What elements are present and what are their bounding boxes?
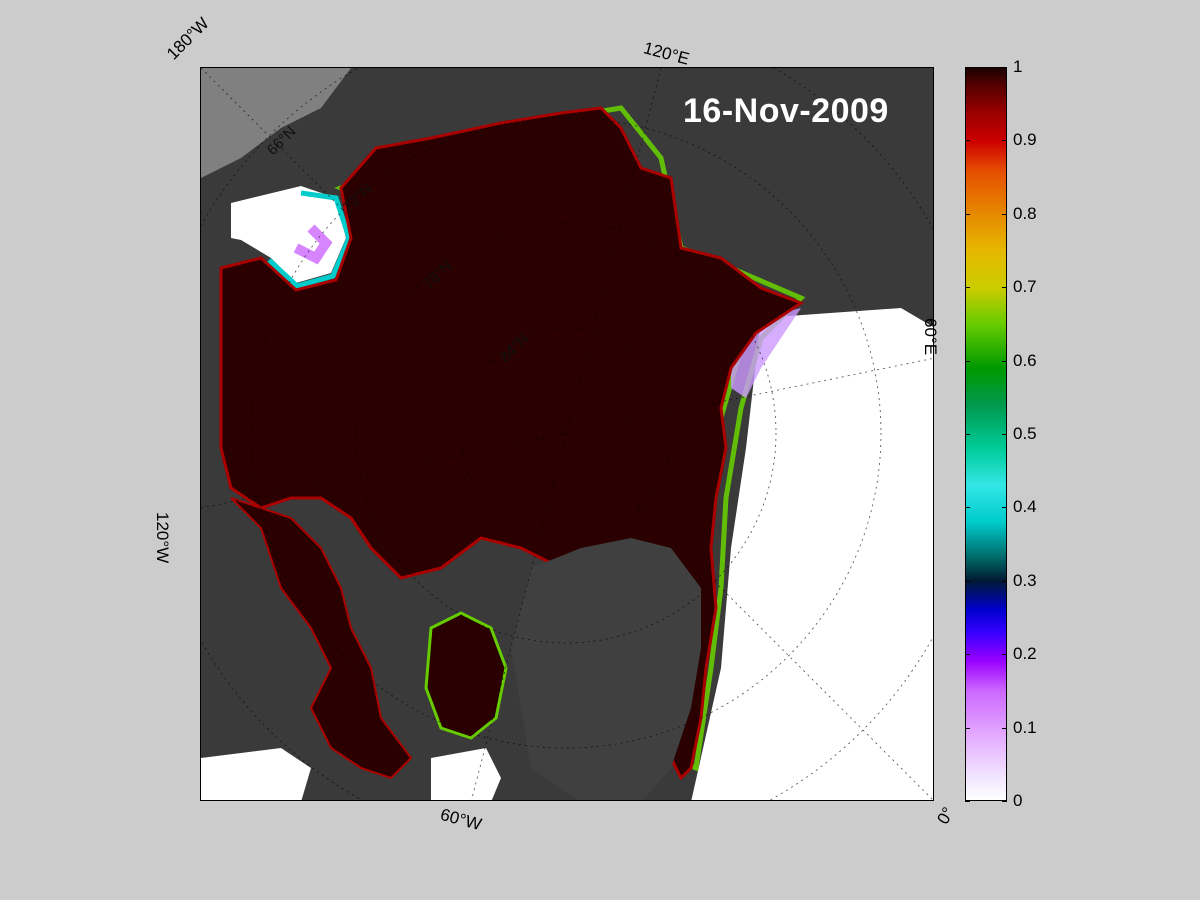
lon-label-120w: 120°W <box>153 512 172 564</box>
colorbar-tick-label: 0.8 <box>1013 203 1037 223</box>
colorbar-tick-label: 0 <box>1013 791 1023 810</box>
concentration-colorbar <box>965 67 1007 801</box>
colorbar-tick-label: 0.1 <box>1013 717 1037 737</box>
ice-edge-cyan-bering <box>267 190 352 289</box>
lon-label-0: 0° <box>933 803 958 828</box>
colorbar-tick-label: 0.6 <box>1013 350 1037 370</box>
colorbar-tick-label: 0.5 <box>1013 424 1037 443</box>
colorbar-tick-label: 1 <box>1013 57 1023 76</box>
lon-label-60e: 60°E <box>921 318 940 356</box>
land-ice-gray <box>201 68 351 178</box>
colorbar-tick-label: 0.2 <box>1013 644 1037 664</box>
colorbar-tick-label: 0.7 <box>1013 277 1037 297</box>
date-title: 16-Nov-2009 <box>683 92 889 130</box>
lon-label-180w: 180°W <box>163 13 213 64</box>
open-water-pacific-south <box>201 748 311 800</box>
open-water-baffin <box>431 748 501 800</box>
low-ice-purple-bering <box>293 224 333 265</box>
colorbar-tick-label: 0.3 <box>1013 570 1037 590</box>
lon-label-120e: 120°E <box>641 38 692 69</box>
sea-ice-archipelago <box>230 497 413 780</box>
map-canvas: 66°N 72°N 78°N 84°N <box>201 68 933 800</box>
sea-ice-hudson <box>424 611 508 740</box>
open-water-atlantic <box>691 308 933 800</box>
lon-label-60w: 60°W <box>438 804 484 835</box>
graticule <box>201 68 933 800</box>
greenland-land <box>511 538 701 800</box>
colorbar-tick-label: 0.9 <box>1013 130 1037 150</box>
colorbar-tick-label: 0.4 <box>1013 497 1037 517</box>
sea-ice-map: 66°N 72°N 78°N 84°N <box>200 67 934 801</box>
